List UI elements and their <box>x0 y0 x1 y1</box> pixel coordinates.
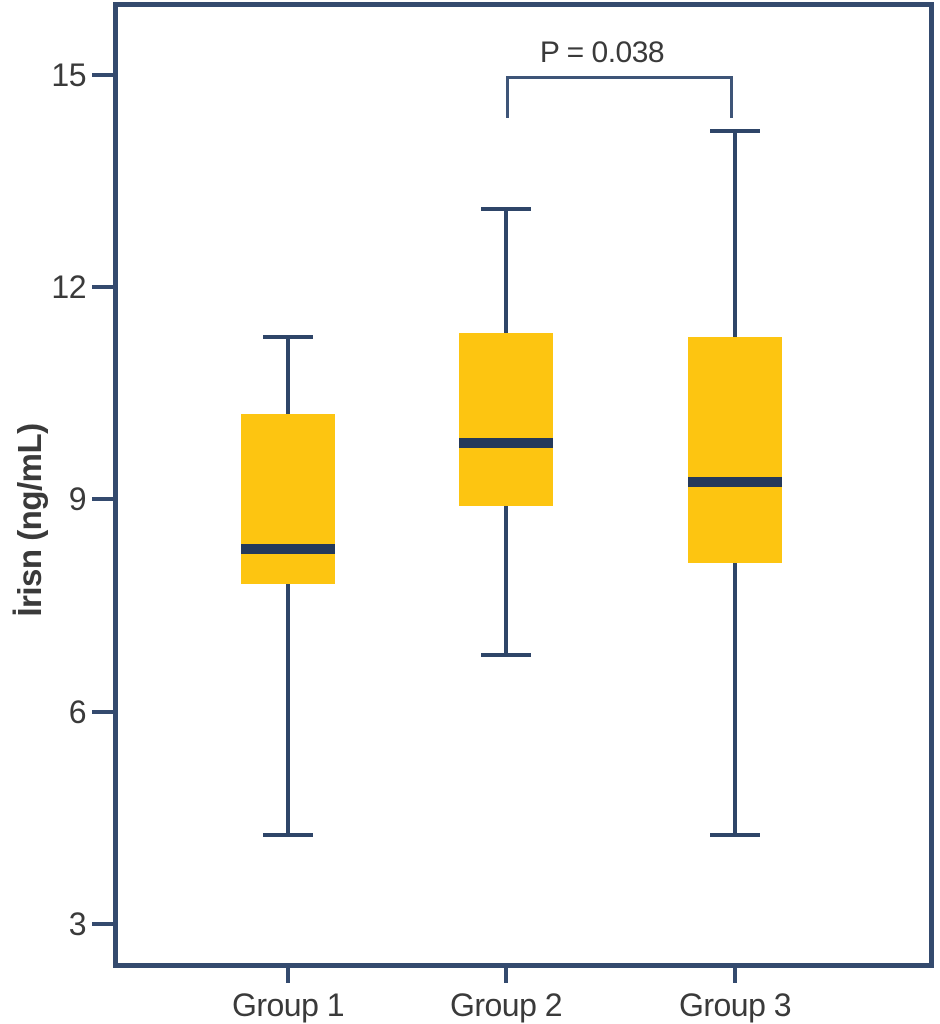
whisker-cap-top <box>710 129 760 134</box>
whisker-cap-top <box>481 207 531 212</box>
y-tick-label: 12 <box>51 269 86 305</box>
whisker-cap-bottom <box>481 652 531 657</box>
x-tick-label: Group 1 <box>231 987 345 1023</box>
median-line <box>241 543 335 554</box>
y-tick-label: 6 <box>68 693 87 730</box>
y-tick <box>92 497 113 502</box>
y-tick-label: 3 <box>68 905 87 942</box>
y-tick <box>92 285 113 289</box>
x-tick <box>733 968 737 983</box>
p-value-label: P = 0.038 <box>539 36 665 69</box>
median-line <box>688 476 782 487</box>
x-tick <box>286 968 290 983</box>
x-tick <box>504 968 508 983</box>
y-tick <box>92 921 113 926</box>
y-tick <box>92 72 113 77</box>
whisker-stem <box>286 336 290 836</box>
whisker-cap-top <box>263 334 313 339</box>
y-tick-label: 9 <box>68 481 87 518</box>
box-3 <box>688 336 782 563</box>
box-2 <box>459 332 553 507</box>
significance-bracket-right <box>730 76 733 118</box>
box-1 <box>241 414 335 585</box>
median-line <box>459 437 553 448</box>
significance-bracket-horizontal <box>506 76 733 79</box>
y-tick <box>92 709 113 714</box>
x-tick-label: Group 3 <box>678 987 792 1023</box>
y-tick-label: 15 <box>51 56 86 93</box>
whisker-cap-bottom <box>263 833 313 838</box>
significance-bracket-left <box>506 76 509 118</box>
x-tick-label: Group 2 <box>449 987 563 1023</box>
whisker-cap-bottom <box>710 833 760 838</box>
